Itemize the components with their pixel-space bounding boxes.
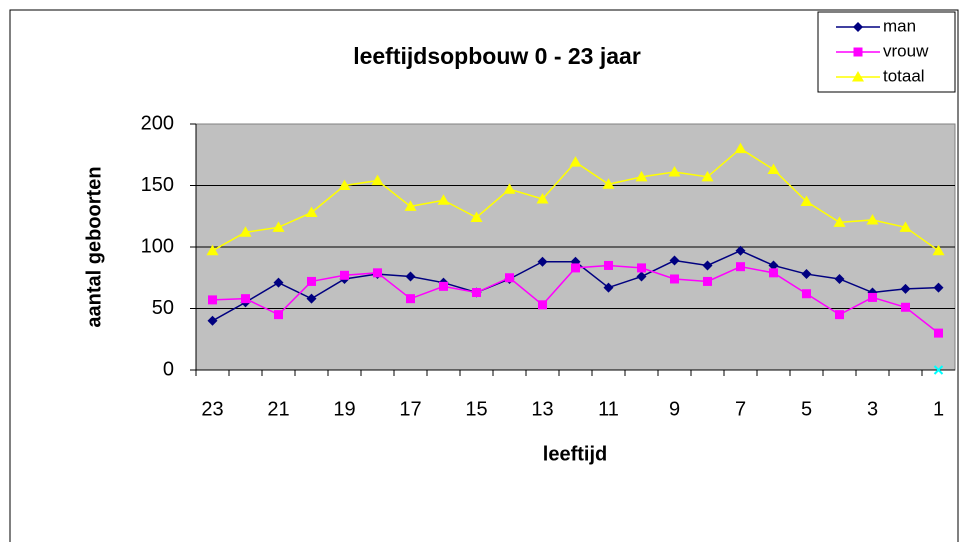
x-tick-label: 7 (735, 398, 746, 420)
data-point (604, 260, 613, 270)
legend-label: man (883, 16, 916, 35)
x-axis-label: leeftijd (543, 443, 607, 465)
data-point (505, 273, 514, 283)
data-point (569, 156, 582, 167)
legend-marker (853, 22, 863, 32)
data-point (305, 206, 318, 218)
x-tick-label: 5 (801, 398, 812, 420)
data-point (239, 226, 252, 237)
data-point (833, 216, 846, 227)
data-point (899, 221, 912, 232)
data-point (669, 255, 680, 266)
data-point (603, 282, 614, 293)
data-point (800, 195, 813, 206)
data-point (934, 328, 943, 338)
data-point (241, 294, 250, 304)
legend-marker (853, 47, 863, 57)
data-point (404, 200, 417, 211)
y-tick-label: 150 (141, 174, 174, 196)
legend-marker (852, 71, 864, 82)
data-point (437, 194, 450, 205)
data-point (900, 283, 911, 294)
data-point (536, 193, 549, 204)
x-tick-label: 23 (201, 398, 223, 420)
data-point (637, 263, 646, 273)
data-point (834, 273, 845, 284)
data-point (503, 183, 516, 194)
data-point (933, 365, 944, 375)
data-point (371, 174, 384, 186)
data-point (571, 263, 580, 273)
data-point (207, 315, 218, 326)
y-tick-label: 50 (152, 297, 174, 319)
data-point (338, 179, 351, 190)
legend-label: totaal (883, 66, 925, 85)
data-point (439, 281, 448, 291)
legend-label: vrouw (883, 41, 929, 60)
y-axis-label: aantal geboorten (83, 166, 105, 327)
y-tick-label: 100 (141, 235, 174, 257)
data-point (734, 142, 747, 154)
data-point (406, 294, 415, 304)
x-tick-label: 21 (267, 398, 289, 420)
y-tick-label: 0 (163, 358, 174, 380)
chart-title: leeftijdsopbouw 0 - 23 jaar (353, 43, 641, 69)
data-point (405, 271, 416, 282)
data-point (306, 293, 317, 304)
data-point (835, 310, 844, 320)
data-point (206, 244, 219, 256)
data-point (602, 178, 615, 189)
data-point (670, 274, 679, 284)
data-point (768, 260, 779, 271)
data-point (735, 245, 746, 256)
data-point (801, 269, 812, 280)
x-tick-label: 17 (399, 398, 421, 420)
data-point (703, 276, 712, 286)
data-point (208, 295, 217, 305)
data-point (769, 268, 778, 278)
x-tick-label: 19 (333, 398, 355, 420)
x-tick-label: 13 (531, 398, 553, 420)
data-point (340, 270, 349, 280)
data-point (802, 289, 811, 299)
data-point (538, 300, 547, 310)
data-point (736, 262, 745, 272)
data-point (373, 268, 382, 278)
data-point (767, 163, 780, 175)
data-point (868, 292, 877, 302)
data-point (272, 221, 285, 232)
data-point (702, 260, 713, 271)
data-point (901, 302, 910, 312)
data-point (307, 276, 316, 286)
data-point (636, 271, 647, 282)
data-point (932, 244, 945, 256)
x-tick-label: 9 (669, 398, 680, 420)
x-tick-label: 15 (465, 398, 487, 420)
data-point (273, 277, 284, 288)
data-point (933, 282, 944, 293)
data-point (274, 310, 283, 320)
data-point (866, 213, 879, 225)
x-tick-label: 3 (867, 398, 878, 420)
data-point (470, 211, 483, 222)
data-point (635, 170, 648, 182)
y-tick-label: 200 (141, 112, 174, 134)
data-point (701, 170, 714, 182)
x-tick-label: 1 (933, 398, 944, 420)
data-point (668, 165, 681, 177)
data-point (537, 256, 548, 267)
x-tick-label: 11 (598, 398, 619, 420)
data-point (472, 288, 481, 298)
